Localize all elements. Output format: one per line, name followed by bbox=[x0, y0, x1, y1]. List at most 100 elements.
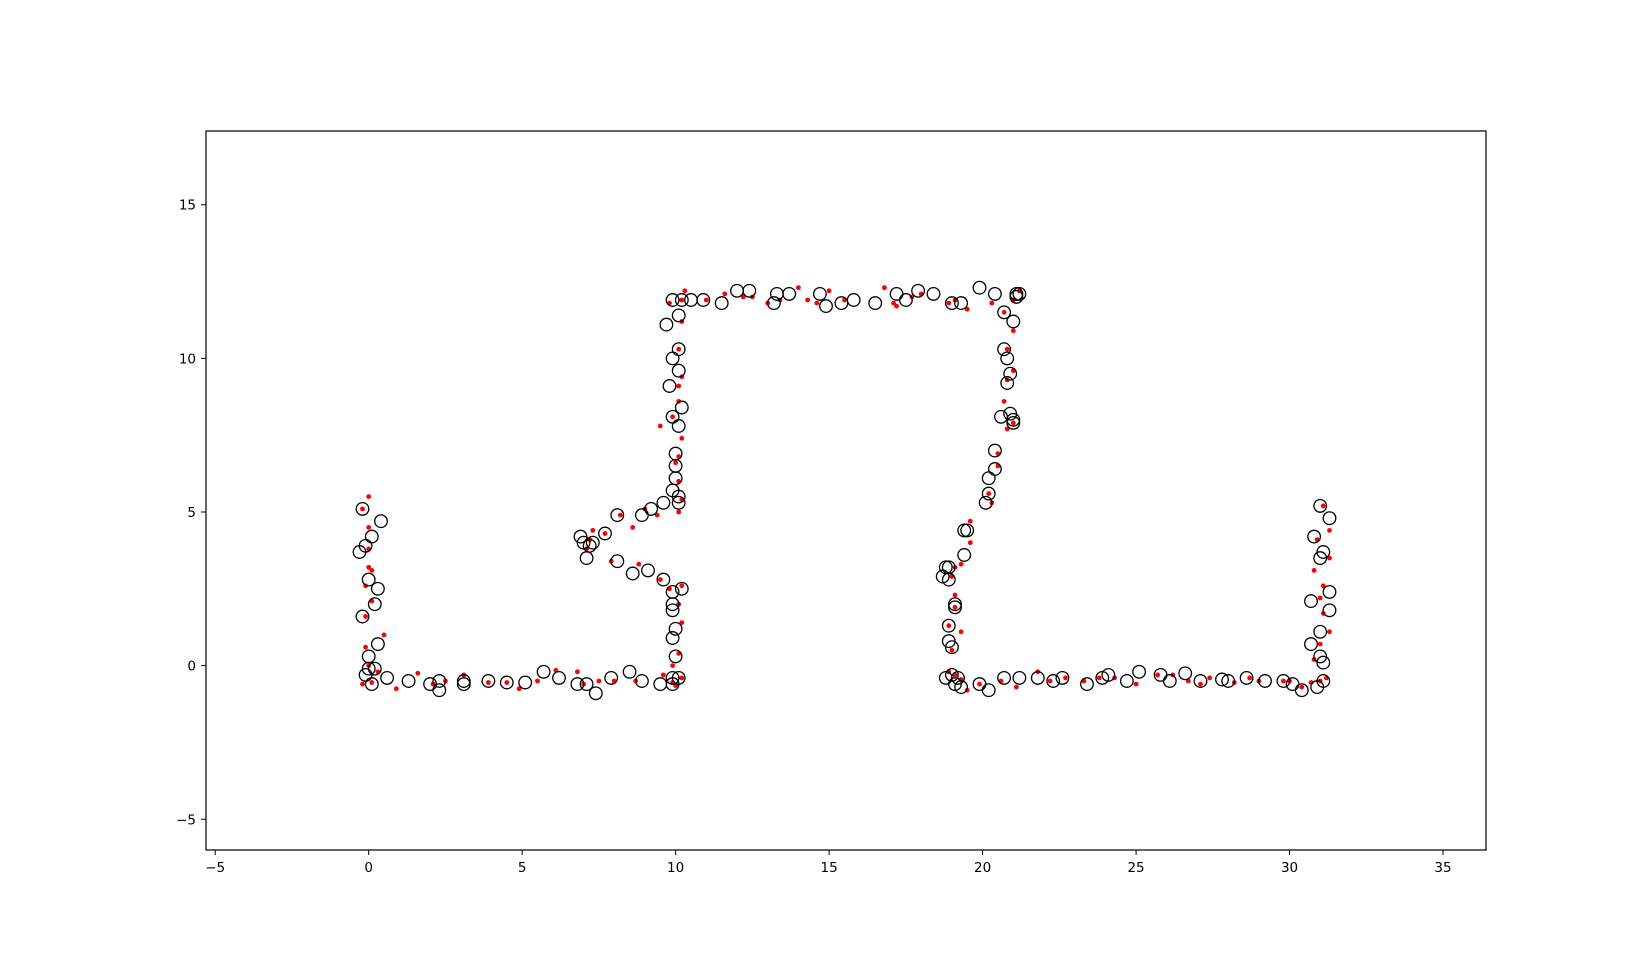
open-circle-point bbox=[742, 283, 757, 298]
open-circle-point bbox=[579, 677, 594, 692]
open-circle-point bbox=[1009, 286, 1024, 301]
red-dot-point bbox=[360, 681, 365, 687]
red-dot-point bbox=[722, 291, 728, 297]
red-dot-point bbox=[366, 525, 372, 530]
open-circle-point bbox=[668, 649, 683, 664]
open-circle-point bbox=[352, 545, 367, 559]
open-circle-point bbox=[957, 523, 972, 538]
x-tick-label: 10 bbox=[667, 860, 684, 876]
open-circle-point bbox=[1132, 664, 1147, 679]
red-dot-point bbox=[814, 300, 820, 306]
open-circle-point bbox=[987, 286, 1002, 301]
red-dot-point bbox=[1133, 681, 1139, 687]
y-tick-label: 0 bbox=[187, 659, 196, 675]
open-circle-point bbox=[1313, 649, 1328, 664]
red-dot-point bbox=[670, 414, 675, 420]
open-circle-point bbox=[668, 621, 683, 636]
red-dot-point bbox=[1320, 583, 1326, 589]
red-dot-point bbox=[630, 525, 636, 530]
open-circle-point bbox=[374, 514, 388, 529]
open-circle-point bbox=[456, 674, 471, 688]
open-circle-point bbox=[1055, 670, 1070, 685]
x-tick-label: 5 bbox=[518, 860, 527, 876]
open-circle-point bbox=[1316, 674, 1331, 688]
red-dot-point bbox=[676, 383, 682, 389]
open-circle-point bbox=[944, 640, 959, 655]
x-axis: −5 0 5 10 15 20 25 30 35 bbox=[205, 850, 1452, 876]
open-circle-point bbox=[960, 523, 975, 538]
red-dot-point bbox=[415, 670, 421, 676]
open-circle-point bbox=[361, 661, 376, 676]
red-dot-point bbox=[952, 604, 958, 610]
red-dot-point bbox=[703, 297, 709, 303]
open-circle-point bbox=[696, 293, 711, 307]
open-circle-point bbox=[1294, 683, 1309, 698]
red-dot-point bbox=[679, 620, 685, 625]
open-circle-point bbox=[674, 400, 689, 415]
open-circle-point bbox=[585, 535, 600, 550]
open-circle-point bbox=[1006, 314, 1021, 329]
open-circle-point bbox=[1316, 655, 1331, 670]
red-dot-point bbox=[894, 303, 899, 309]
open-circle-point bbox=[355, 609, 370, 624]
open-circle-point bbox=[1313, 498, 1328, 513]
open-circle-series bbox=[352, 280, 1337, 701]
red-dot-point bbox=[1001, 399, 1007, 404]
y-tick-label: 15 bbox=[179, 198, 196, 214]
open-circle-point bbox=[1215, 672, 1229, 687]
red-dot-point bbox=[958, 561, 964, 567]
x-tick-label: 0 bbox=[364, 860, 373, 876]
red-dot-point bbox=[1317, 595, 1323, 601]
open-circle-point bbox=[659, 317, 674, 332]
red-dot-point bbox=[369, 680, 375, 685]
open-circle-point bbox=[674, 293, 689, 307]
red-dot-point bbox=[1317, 641, 1323, 647]
open-circle-point bbox=[812, 286, 827, 301]
open-circle-point bbox=[1322, 603, 1337, 618]
red-dot-point bbox=[676, 346, 682, 352]
red-dot-point bbox=[657, 423, 663, 429]
red-dot-point bbox=[1327, 555, 1332, 561]
open-circle-point bbox=[1003, 366, 1018, 381]
red-dot-point bbox=[636, 561, 642, 567]
red-dot-point bbox=[657, 577, 663, 582]
open-circle-point bbox=[656, 572, 671, 587]
red-dot-point bbox=[369, 568, 375, 573]
red-dot-point bbox=[967, 540, 973, 546]
open-circle-point bbox=[582, 538, 597, 553]
open-circle-point bbox=[432, 683, 447, 698]
red-dot-point bbox=[891, 300, 896, 306]
open-circle-point bbox=[432, 674, 447, 688]
open-circle-point bbox=[941, 618, 956, 633]
open-circle-point bbox=[1178, 666, 1193, 681]
open-circle-point bbox=[665, 603, 680, 618]
red-dot-point bbox=[679, 435, 685, 441]
open-circle-point bbox=[1000, 351, 1015, 366]
open-circle-point bbox=[598, 526, 612, 541]
open-circle-point bbox=[1258, 674, 1272, 688]
red-dot-point bbox=[1014, 684, 1019, 690]
red-dot-point bbox=[805, 297, 810, 303]
open-circle-point bbox=[671, 495, 686, 510]
open-circle-point bbox=[570, 677, 585, 692]
open-circle-point bbox=[604, 670, 619, 685]
open-circle-point bbox=[997, 670, 1012, 685]
open-circle-point bbox=[644, 501, 659, 516]
x-tick-label: 30 bbox=[1281, 860, 1298, 876]
red-dot-series bbox=[360, 285, 1332, 693]
red-dot-point bbox=[670, 663, 675, 668]
red-dot-point bbox=[1155, 672, 1160, 678]
open-circle-point bbox=[954, 680, 969, 695]
open-circle-point bbox=[1193, 674, 1208, 688]
red-dot-point bbox=[796, 285, 801, 291]
open-circle-point bbox=[1000, 376, 1015, 390]
open-circle-point bbox=[665, 670, 680, 685]
red-dot-point bbox=[1096, 675, 1102, 681]
open-circle-point bbox=[981, 471, 996, 486]
y-tick-label: 5 bbox=[187, 505, 196, 521]
red-dot-point bbox=[986, 491, 992, 496]
red-dot-point bbox=[967, 518, 973, 524]
red-dot-point bbox=[363, 644, 368, 650]
open-circle-point bbox=[948, 600, 962, 615]
open-circle-point bbox=[926, 286, 941, 301]
